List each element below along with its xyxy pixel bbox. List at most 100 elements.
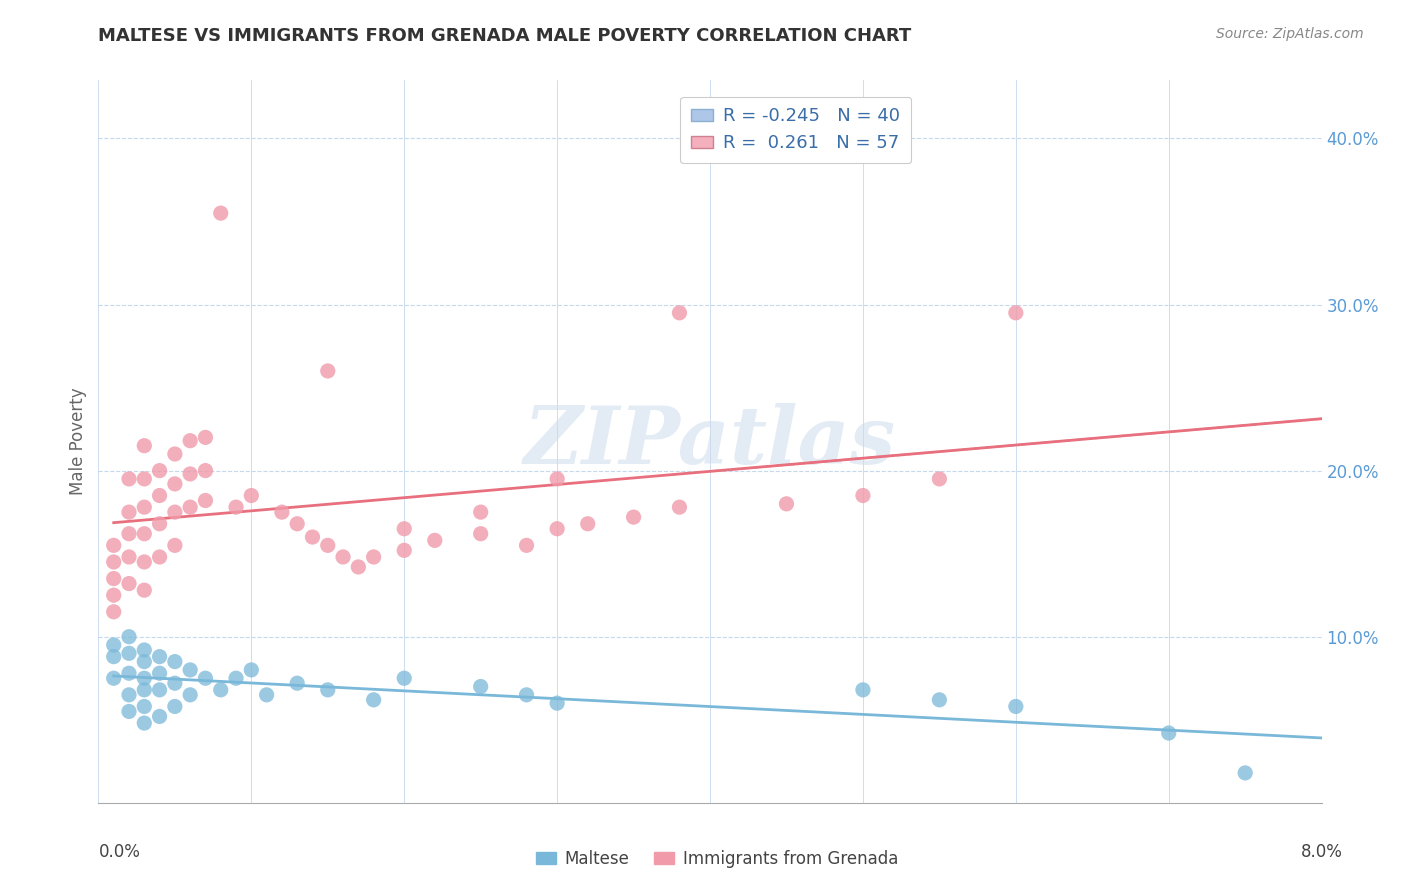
- Legend: Maltese, Immigrants from Grenada: Maltese, Immigrants from Grenada: [530, 844, 904, 875]
- Point: [179, 688, 201, 702]
- Point: [134, 643, 156, 657]
- Text: 0.0%: 0.0%: [98, 843, 141, 861]
- Point: [134, 526, 156, 541]
- Point: [149, 489, 172, 503]
- Point: [332, 549, 354, 564]
- Point: [225, 500, 247, 515]
- Point: [423, 533, 446, 548]
- Point: [852, 682, 875, 697]
- Point: [1157, 726, 1180, 740]
- Point: [118, 526, 141, 541]
- Point: [118, 472, 141, 486]
- Point: [1004, 699, 1026, 714]
- Point: [179, 467, 201, 481]
- Point: [179, 434, 201, 448]
- Point: [209, 682, 232, 697]
- Point: [163, 655, 186, 669]
- Point: [149, 549, 172, 564]
- Point: [316, 682, 339, 697]
- Point: [134, 716, 156, 731]
- Point: [194, 464, 217, 478]
- Point: [363, 693, 385, 707]
- Point: [163, 476, 186, 491]
- Point: [194, 671, 217, 685]
- Point: [852, 489, 875, 503]
- Point: [163, 538, 186, 552]
- Legend: R = -0.245   N = 40, R =  0.261   N = 57: R = -0.245 N = 40, R = 0.261 N = 57: [681, 96, 911, 163]
- Point: [118, 576, 141, 591]
- Point: [179, 500, 201, 515]
- Point: [256, 688, 278, 702]
- Point: [134, 439, 156, 453]
- Point: [149, 682, 172, 697]
- Point: [103, 588, 125, 602]
- Point: [134, 682, 156, 697]
- Point: [134, 583, 156, 598]
- Point: [363, 549, 385, 564]
- Point: [103, 572, 125, 586]
- Point: [209, 206, 232, 220]
- Point: [149, 649, 172, 664]
- Point: [775, 497, 797, 511]
- Point: [134, 655, 156, 669]
- Point: [516, 688, 538, 702]
- Point: [103, 638, 125, 652]
- Point: [194, 430, 217, 444]
- Point: [118, 549, 141, 564]
- Point: [623, 510, 645, 524]
- Point: [470, 526, 492, 541]
- Point: [546, 696, 568, 710]
- Point: [316, 364, 339, 378]
- Point: [163, 676, 186, 690]
- Point: [240, 489, 263, 503]
- Point: [118, 688, 141, 702]
- Point: [134, 671, 156, 685]
- Point: [546, 472, 568, 486]
- Text: ZIPatlas: ZIPatlas: [524, 403, 896, 480]
- Point: [392, 671, 416, 685]
- Point: [103, 605, 125, 619]
- Point: [149, 666, 172, 681]
- Point: [576, 516, 599, 531]
- Y-axis label: Male Poverty: Male Poverty: [69, 388, 87, 495]
- Point: [301, 530, 323, 544]
- Point: [668, 306, 690, 320]
- Point: [103, 538, 125, 552]
- Point: [134, 699, 156, 714]
- Point: [316, 538, 339, 552]
- Point: [149, 516, 172, 531]
- Point: [285, 516, 308, 531]
- Point: [149, 709, 172, 723]
- Text: Source: ZipAtlas.com: Source: ZipAtlas.com: [1216, 27, 1364, 41]
- Point: [347, 560, 370, 574]
- Point: [225, 671, 247, 685]
- Point: [470, 680, 492, 694]
- Point: [546, 522, 568, 536]
- Point: [1234, 765, 1257, 780]
- Point: [1004, 306, 1026, 320]
- Point: [179, 663, 201, 677]
- Point: [392, 522, 416, 536]
- Point: [285, 676, 308, 690]
- Point: [134, 472, 156, 486]
- Point: [118, 630, 141, 644]
- Point: [103, 555, 125, 569]
- Point: [149, 464, 172, 478]
- Point: [118, 705, 141, 719]
- Point: [118, 646, 141, 660]
- Point: [163, 505, 186, 519]
- Point: [392, 543, 416, 558]
- Point: [516, 538, 538, 552]
- Point: [134, 555, 156, 569]
- Point: [103, 649, 125, 664]
- Point: [668, 500, 690, 515]
- Point: [928, 693, 950, 707]
- Text: 8.0%: 8.0%: [1301, 843, 1343, 861]
- Point: [240, 663, 263, 677]
- Point: [194, 493, 217, 508]
- Point: [118, 505, 141, 519]
- Point: [928, 472, 950, 486]
- Point: [470, 505, 492, 519]
- Text: MALTESE VS IMMIGRANTS FROM GRENADA MALE POVERTY CORRELATION CHART: MALTESE VS IMMIGRANTS FROM GRENADA MALE …: [98, 27, 911, 45]
- Point: [163, 699, 186, 714]
